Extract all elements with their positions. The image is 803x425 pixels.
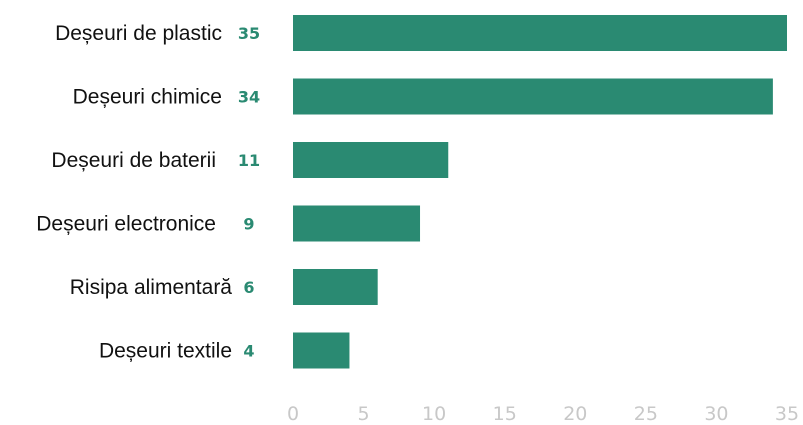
x-tick-label: 35 [775, 403, 799, 425]
value-label: 35 [238, 24, 260, 43]
bar [293, 15, 787, 51]
category-label: Deșeuri de plastic [55, 22, 222, 45]
x-tick-label: 20 [563, 403, 587, 425]
category-label: Deșeuri electronice [36, 213, 216, 236]
value-label: 4 [243, 342, 254, 361]
x-tick-label: 30 [704, 403, 728, 425]
bar [293, 78, 773, 115]
x-tick-label: 10 [422, 403, 446, 425]
value-label: 11 [238, 151, 260, 170]
category-label: Deșeuri de baterii [51, 149, 216, 172]
value-label: 9 [243, 215, 254, 234]
category-label: Deșeuri chimice [73, 86, 222, 109]
x-tick-label: 15 [493, 403, 517, 425]
bar [293, 269, 378, 305]
x-tick-label: 0 [287, 403, 299, 425]
category-label: Deșeuri textile [99, 340, 232, 363]
category-label: Risipa alimentară [70, 276, 233, 299]
x-tick-label: 25 [634, 403, 658, 425]
x-tick-label: 5 [358, 403, 370, 425]
value-label: 34 [238, 88, 260, 107]
bar [293, 142, 449, 178]
value-label: 6 [243, 278, 254, 297]
bar [293, 332, 350, 369]
bar [293, 205, 421, 242]
